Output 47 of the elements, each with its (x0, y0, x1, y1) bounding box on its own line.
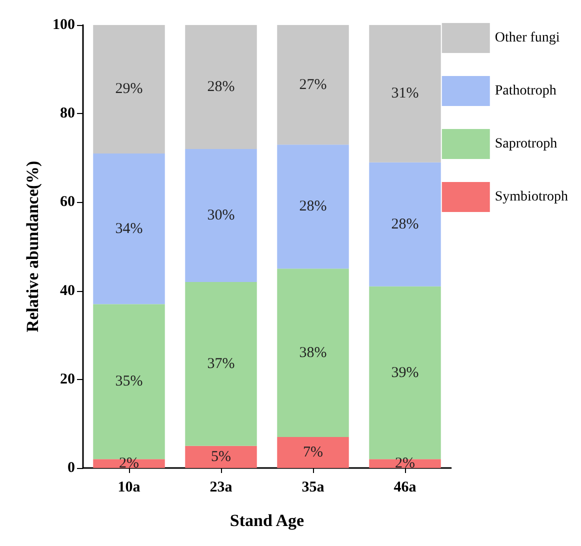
x-tick-label: 35a (302, 480, 325, 496)
data-label: 28% (299, 198, 327, 215)
bar (277, 268, 349, 437)
data-label: 5% (211, 448, 231, 465)
legend-label: Saprotroph (494, 136, 558, 152)
y-tick-label: 60 (60, 194, 75, 210)
bar (369, 286, 441, 460)
data-label: 39% (391, 364, 419, 381)
data-label: 7% (303, 444, 323, 460)
bar (93, 25, 165, 154)
data-label: 2% (395, 456, 415, 472)
bar (277, 436, 349, 468)
legend-label: Symbiotroph (494, 190, 568, 204)
y-tick-label: 20 (60, 371, 75, 388)
data-label: 37% (207, 356, 235, 372)
legend-label: Pathotroph (494, 84, 556, 98)
bar (185, 282, 257, 446)
data-label: 2% (119, 456, 139, 472)
data-label: 28% (391, 216, 419, 232)
bar (185, 149, 257, 282)
bar (277, 144, 349, 269)
bar (93, 153, 165, 304)
x-tick-label: 23a (210, 480, 233, 496)
data-label: 30% (207, 207, 235, 224)
x-axis-title: Stand Age (230, 511, 305, 530)
bar (277, 25, 349, 145)
data-label: 34% (115, 220, 143, 237)
y-tick-label: 80 (60, 106, 75, 122)
x-tick-label: 10a (118, 480, 141, 496)
bar (185, 446, 257, 468)
data-label: 35% (115, 374, 143, 390)
data-label: 28% (207, 79, 235, 96)
y-tick-label: 0 (68, 460, 75, 476)
y-tick-label: 100 (52, 17, 75, 33)
x-tick-label: 46a (394, 480, 417, 496)
bar (369, 162, 441, 286)
y-axis-title: Relative abundance(%) (23, 160, 42, 332)
bar (93, 304, 165, 460)
bar (185, 25, 257, 150)
data-label: 29% (115, 81, 143, 98)
y-tick-label: 40 (60, 282, 75, 299)
data-label: 38% (299, 344, 327, 361)
data-label: 31% (391, 86, 419, 102)
legend-label: Other fungi (494, 30, 560, 46)
bar (369, 459, 441, 468)
bar (93, 459, 165, 468)
data-label: 27% (299, 76, 327, 93)
